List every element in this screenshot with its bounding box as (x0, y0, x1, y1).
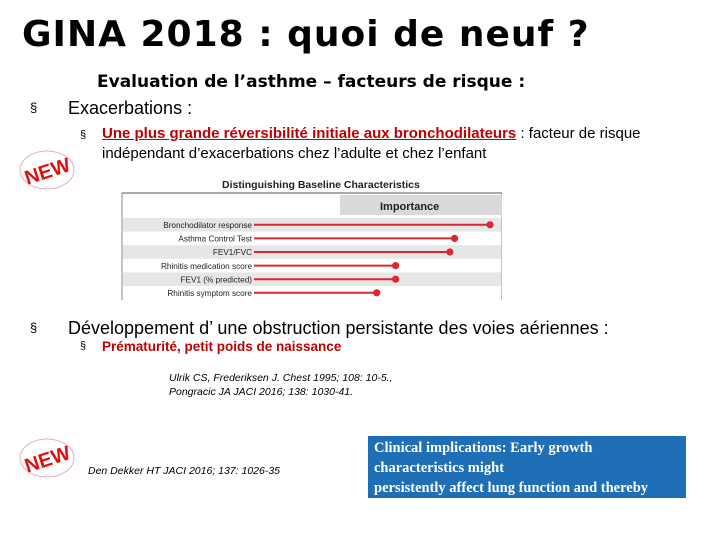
reference-line-1: Ulrik CS, Frederiksen J. Chest 1995; 108… (169, 372, 393, 384)
chart-category-label: Asthma Control Test (178, 235, 252, 244)
chart-lollipop-point (392, 262, 400, 270)
chart-category-label: Rhinitis medication score (161, 262, 252, 271)
chart-lollipop-point (392, 275, 400, 283)
clinical-line-1: Clinical implications: Early growth char… (374, 440, 593, 476)
new-badge-icon: NEW (19, 150, 75, 190)
clinical-implications-box: Clinical implications: Early growth char… (368, 436, 686, 556)
page-subtitle: Evaluation de l’asthme – facteurs de ris… (97, 72, 526, 92)
obstruction-heading: Développement d’ une obstruction persist… (68, 318, 609, 338)
new-badge-icon: NEW (19, 438, 75, 478)
chart-category-label: FEV1 (% predicted) (181, 275, 253, 284)
bullet-marker: § (80, 340, 87, 352)
reversibility-text-line2: indépendant d’exacerbations chez l’adult… (102, 145, 487, 162)
clinical-line-2: persistently affect lung function and th… (374, 480, 649, 516)
chart-column-header: Importance (380, 201, 439, 213)
exacerbations-heading: Exacerbations : (68, 98, 193, 118)
importance-chart: Distinguishing Baseline Characteristics … (118, 172, 502, 300)
chart-category-label: Rhinitis symptom score (167, 289, 252, 298)
bullet-marker: § (80, 129, 87, 141)
bullet-marker: § (30, 100, 38, 115)
reversibility-text-line1: : facteur de risque (516, 125, 641, 142)
chart-header-cell (340, 195, 502, 215)
reversibility-bold-text: Une plus grande réversibilité initiale a… (102, 125, 517, 142)
chart-lollipop-point (373, 289, 381, 297)
clinical-line-3: risk of obstructive respiratory diseases… (374, 520, 662, 556)
page-title: GINA 2018 : quoi de neuf ? (22, 14, 590, 55)
reference-ulrik-pongracic: Ulrik CS, Frederiksen J. Chest 1995; 108… (169, 371, 393, 399)
chart-category-label: Bronchodilator response (163, 221, 252, 230)
bullet-exacerbations: § Exacerbations : (30, 98, 192, 119)
reference-line-2: Pongracic JA JACI 2016; 138: 1030-41. (169, 386, 354, 398)
chart-lollipop-point (451, 234, 459, 242)
chart-lollipop-point (446, 248, 454, 256)
reference-den-dekker: Den Dekker HT JACI 2016; 137: 1026-35 (88, 465, 281, 477)
bullet-marker: § (30, 320, 38, 335)
chart-category-label: FEV1/FVC (213, 248, 252, 257)
chart-lollipop-point (486, 221, 494, 229)
sub-bullet-prematurity: § Prématurité, petit poids de naissance (80, 339, 342, 354)
bullet-obstruction: § Développement d’ une obstruction persis… (30, 318, 609, 339)
chart-title: Distinguishing Baseline Characteristics (222, 179, 420, 191)
sub-bullet-reversibility: § Une plus grande réversibilité initiale… (80, 124, 702, 164)
prematurity-text: Prématurité, petit poids de naissance (102, 339, 342, 354)
